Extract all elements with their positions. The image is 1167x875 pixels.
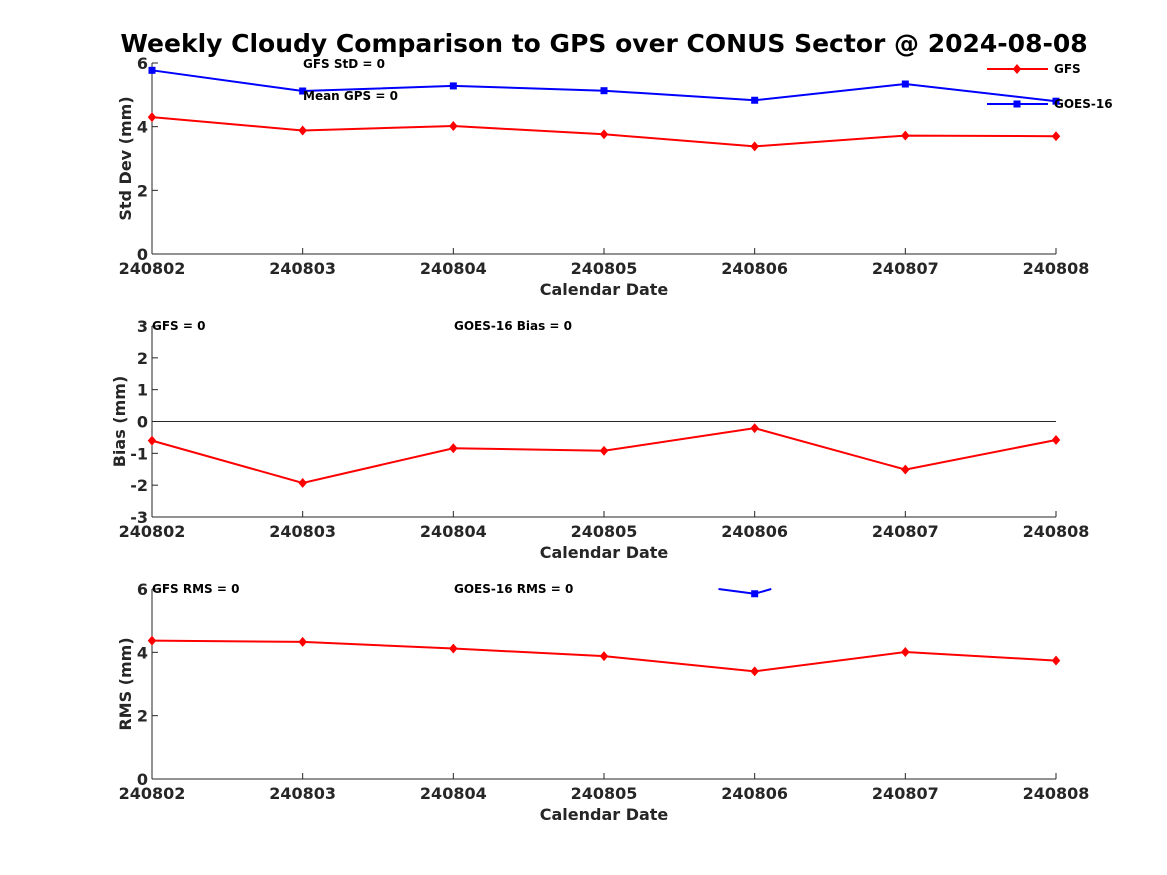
x-axis-label: Calendar Date xyxy=(540,280,669,299)
x-tick-label: 240803 xyxy=(269,259,336,278)
data-point-gfs xyxy=(147,435,157,446)
y-tick-label: 1 xyxy=(137,381,148,400)
y-tick-label: -2 xyxy=(130,476,148,495)
series-segment-goes-16 xyxy=(718,588,755,595)
x-tick-label: 240806 xyxy=(721,784,788,803)
x-tick-label: 240804 xyxy=(420,784,487,803)
x-axis-label: Calendar Date xyxy=(540,805,669,824)
data-point-gfs xyxy=(449,443,458,454)
data-point-gfs xyxy=(901,130,910,141)
data-point-gfs xyxy=(599,651,609,662)
x-tick-label: 240807 xyxy=(872,522,939,541)
x-tick-label: 240803 xyxy=(269,784,336,803)
data-point-gfs xyxy=(298,636,307,647)
legend: GFS GOES-16 xyxy=(987,62,1113,111)
y-tick-label: 0 xyxy=(137,245,148,264)
x-tick-label: 240807 xyxy=(872,259,939,278)
annotation-text: Mean GPS = 0 xyxy=(303,89,398,103)
y-tick-label: 4 xyxy=(137,118,148,137)
y-tick-label: 3 xyxy=(137,317,148,336)
x-tick-label: 240806 xyxy=(721,522,788,541)
y-tick-label: 2 xyxy=(137,181,148,200)
figure-title: Weekly Cloudy Comparison to GPS over CON… xyxy=(120,29,1087,58)
x-tick-label: 240806 xyxy=(721,259,788,278)
y-tick-label: 4 xyxy=(137,643,148,662)
plots-group: 0 2 4 6 240802 240803 240804 240805 240806 240807… xyxy=(110,54,1113,824)
data-point-goes-16 xyxy=(299,87,307,95)
x-tick-label: 240802 xyxy=(119,522,186,541)
y-tick-label: 6 xyxy=(137,54,148,73)
data-point-gfs xyxy=(449,643,458,654)
data-point-goes-16 xyxy=(600,87,608,95)
legend-marker-gfs xyxy=(1012,64,1022,74)
y-axis-label: Std Dev (mm) xyxy=(116,96,135,220)
annotation-text: GFS RMS = 0 xyxy=(152,582,239,596)
data-point-goes-16 xyxy=(751,590,759,598)
x-tick-label: 240807 xyxy=(872,784,939,803)
data-point-gfs xyxy=(901,464,910,475)
data-point-goes-16 xyxy=(901,80,909,88)
data-point-gfs xyxy=(1051,655,1061,666)
annotation-text: GFS StD = 0 xyxy=(303,57,385,71)
data-point-gfs xyxy=(298,477,307,488)
x-tick-label: 240802 xyxy=(119,784,186,803)
data-point-gfs xyxy=(1051,434,1061,445)
x-tick-label: 240805 xyxy=(571,522,638,541)
data-point-gfs xyxy=(750,423,759,434)
y-tick-label: -1 xyxy=(130,444,148,463)
data-point-gfs xyxy=(298,125,307,136)
data-point-gfs xyxy=(901,647,910,657)
subplot-3: 0 2 4 6 240802 240803 240804 240805 240806 240807… xyxy=(116,580,1089,824)
annotation-text: GOES-16 RMS = 0 xyxy=(454,582,573,596)
x-tick-label: 240802 xyxy=(119,259,186,278)
legend-label-gfs: GFS xyxy=(1054,62,1081,76)
data-point-gfs xyxy=(147,112,157,123)
subplot-2: -3 -2 -1 0 1 2 3 240802 240803 240804 240805 240806… xyxy=(110,317,1089,562)
data-point-goes-16 xyxy=(148,66,156,74)
data-point-gfs xyxy=(750,141,759,152)
y-tick-label: 2 xyxy=(137,349,148,368)
subplot-1: 0 2 4 6 240802 240803 240804 240805 240806 240807… xyxy=(116,54,1089,299)
annotation-text: GFS = 0 xyxy=(152,319,205,333)
y-tick-label: 0 xyxy=(137,770,148,789)
data-point-goes-16 xyxy=(449,82,457,90)
x-tick-label: 240805 xyxy=(571,784,638,803)
data-point-gfs xyxy=(750,666,759,677)
y-tick-label: 0 xyxy=(137,413,148,432)
data-point-gfs xyxy=(449,121,458,131)
x-tick-label: 240808 xyxy=(1023,522,1090,541)
annotation-text: GOES-16 Bias = 0 xyxy=(454,319,572,333)
y-tick-label: 2 xyxy=(137,707,148,726)
data-point-gfs xyxy=(1051,131,1061,142)
legend-label-goes-16: GOES-16 xyxy=(1054,97,1113,111)
y-tick-label: 6 xyxy=(137,580,148,599)
legend-marker-goes-16 xyxy=(1013,100,1021,108)
x-tick-label: 240805 xyxy=(571,259,638,278)
x-tick-label: 240808 xyxy=(1023,784,1090,803)
x-tick-label: 240804 xyxy=(420,259,487,278)
data-point-goes-16 xyxy=(1052,97,1060,105)
data-point-gfs xyxy=(147,635,157,646)
data-point-goes-16 xyxy=(751,96,759,104)
x-tick-label: 240808 xyxy=(1023,259,1090,278)
y-axis-label: Bias (mm) xyxy=(110,376,129,468)
x-tick-label: 240804 xyxy=(420,522,487,541)
data-point-gfs xyxy=(599,445,609,456)
x-axis-label: Calendar Date xyxy=(540,543,669,562)
y-tick-label: -3 xyxy=(130,508,148,527)
y-axis-label: RMS (mm) xyxy=(116,637,135,730)
data-point-gfs xyxy=(599,129,609,140)
x-tick-label: 240803 xyxy=(269,522,336,541)
